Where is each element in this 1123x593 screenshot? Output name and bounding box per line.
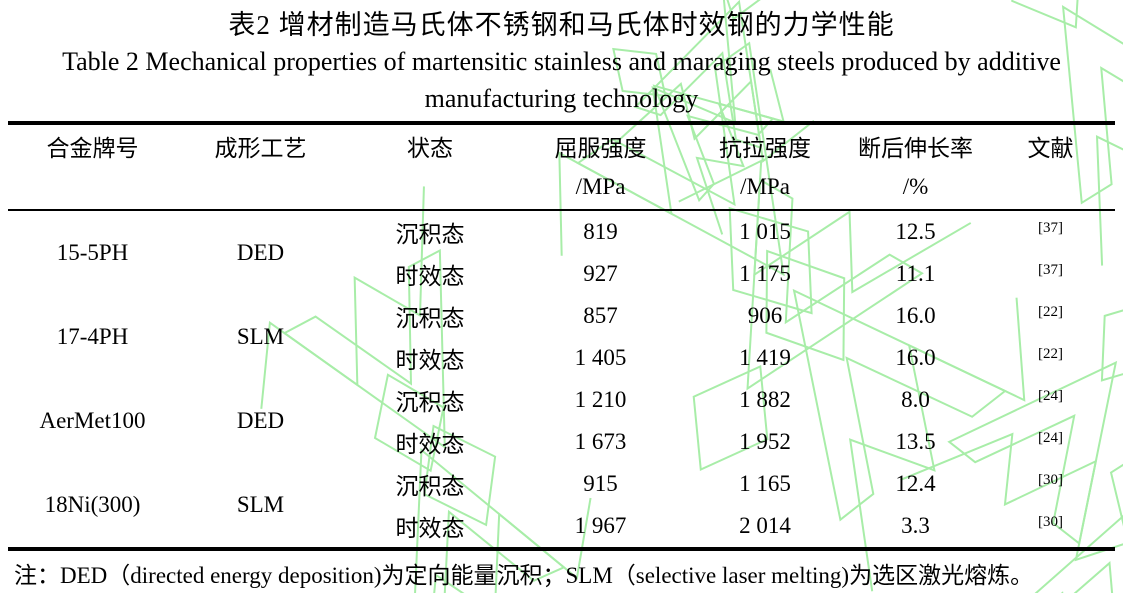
elongation-cell: 16.0 (895, 303, 936, 328)
alloy-cell: 15-5PH (56, 240, 129, 265)
state-cell: 沉积态 (395, 390, 465, 415)
reference-superscript: [37] (1038, 262, 1063, 278)
table-row: 17-4PH SLM 沉积态 857 906 16.0 [22] (8, 295, 1115, 349)
reference-cell: [37] (986, 253, 1115, 295)
table-title-english-line1: Table 2 Mechanical properties of martens… (62, 47, 1061, 76)
process-cell: SLM (236, 492, 285, 517)
reference-cell: [30] (986, 505, 1115, 549)
column-header-tensile-strength: 抗拉强度 /MPa (685, 123, 845, 211)
state-cell: 沉积态 (395, 306, 465, 331)
mechanical-properties-table: 合金牌号 成形工艺 状态 屈服强度 /MPa (8, 121, 1115, 551)
tensile-strength-cell: 1 165 (739, 471, 791, 496)
column-header-elongation: 断后伸长率 /% (845, 123, 986, 211)
state-cell: 时效态 (395, 432, 465, 457)
reference-superscript: [22] (1038, 346, 1063, 362)
table-row: AerMet100 DED 沉积态 1 210 1 882 8.0 [24] (8, 379, 1115, 433)
tensile-strength-cell: 1 952 (739, 429, 791, 454)
state-cell: 沉积态 (395, 222, 465, 247)
table-title-english-line2: manufacturing technology (424, 84, 699, 113)
column-header-process: 成形工艺 (177, 123, 344, 211)
reference-cell: [24] (986, 379, 1115, 421)
reference-cell: [37] (986, 210, 1115, 253)
header-row: 合金牌号 成形工艺 状态 屈服强度 /MPa (8, 123, 1115, 211)
yield-strength-cell: 915 (583, 471, 618, 496)
table-title-chinese: 表2 增材制造马氏体不锈钢和马氏体时效钢的力学性能 (228, 10, 895, 40)
column-header-yield-strength: 屈服强度 /MPa (516, 123, 685, 211)
yield-strength-cell: 1 967 (574, 513, 627, 538)
process-cell: SLM (236, 324, 285, 349)
tensile-strength-cell: 1 882 (739, 387, 791, 412)
yield-strength-cell: 857 (583, 303, 618, 328)
table-row: 18Ni(300) SLM 沉积态 915 1 165 12.4 [30] (8, 463, 1115, 517)
elongation-cell: 12.5 (895, 219, 936, 244)
reference-cell: [22] (986, 295, 1115, 337)
state-cell: 时效态 (395, 516, 465, 541)
tensile-strength-cell: 2 014 (739, 513, 791, 538)
tensile-strength-cell: 1 419 (739, 345, 791, 370)
reference-superscript: [24] (1038, 430, 1063, 446)
table-row: 15-5PH DED 沉积态 819 1 015 12.5 [37] (8, 210, 1115, 265)
reference-cell: [24] (986, 421, 1115, 463)
alloy-cell: 18Ni(300) (44, 492, 141, 517)
elongation-cell: 8.0 (901, 387, 930, 412)
tensile-strength-cell: 906 (747, 303, 783, 328)
state-cell: 时效态 (395, 264, 465, 289)
elongation-cell: 3.3 (901, 513, 930, 538)
tensile-strength-cell: 1 015 (739, 219, 791, 244)
alloy-cell: AerMet100 (39, 408, 146, 433)
state-cell: 沉积态 (395, 474, 465, 499)
elongation-cell: 11.1 (895, 261, 936, 286)
column-header-alloy: 合金牌号 (8, 123, 177, 211)
yield-strength-cell: 1 673 (574, 429, 627, 454)
elongation-cell: 13.5 (895, 429, 936, 454)
paper-content: 表2 增材制造马氏体不锈钢和马氏体时效钢的力学性能 Table 2 Mechan… (0, 7, 1123, 591)
column-header-state: 状态 (344, 123, 516, 211)
table-title-english: Table 2 Mechanical properties of martens… (0, 43, 1123, 117)
table-body: 15-5PH DED 沉积态 819 1 015 12.5 [37] 时效态 9… (8, 210, 1115, 549)
state-cell: 时效态 (395, 348, 465, 373)
reference-superscript: [37] (1038, 220, 1063, 236)
reference-cell: [30] (986, 463, 1115, 505)
elongation-cell: 16.0 (895, 345, 936, 370)
yield-strength-cell: 1 405 (574, 345, 627, 370)
table-header: 合金牌号 成形工艺 状态 屈服强度 /MPa (8, 123, 1115, 211)
yield-strength-cell: 1 210 (574, 387, 627, 412)
process-cell: DED (236, 408, 285, 433)
table-footnote: 注：DED（directed energy deposition)为定向能量沉积… (14, 563, 1034, 588)
alloy-cell: 17-4PH (56, 324, 129, 349)
process-cell: DED (236, 240, 285, 265)
yield-strength-cell: 927 (583, 261, 618, 286)
reference-superscript: [24] (1038, 388, 1063, 404)
tensile-strength-cell: 1 175 (739, 261, 791, 286)
yield-strength-cell: 819 (583, 219, 618, 244)
reference-cell: [22] (986, 337, 1115, 379)
reference-superscript: [22] (1038, 304, 1063, 320)
elongation-cell: 12.4 (895, 471, 936, 496)
reference-superscript: [30] (1038, 514, 1063, 530)
column-header-reference: 文献 (986, 123, 1115, 211)
reference-superscript: [30] (1038, 472, 1063, 488)
